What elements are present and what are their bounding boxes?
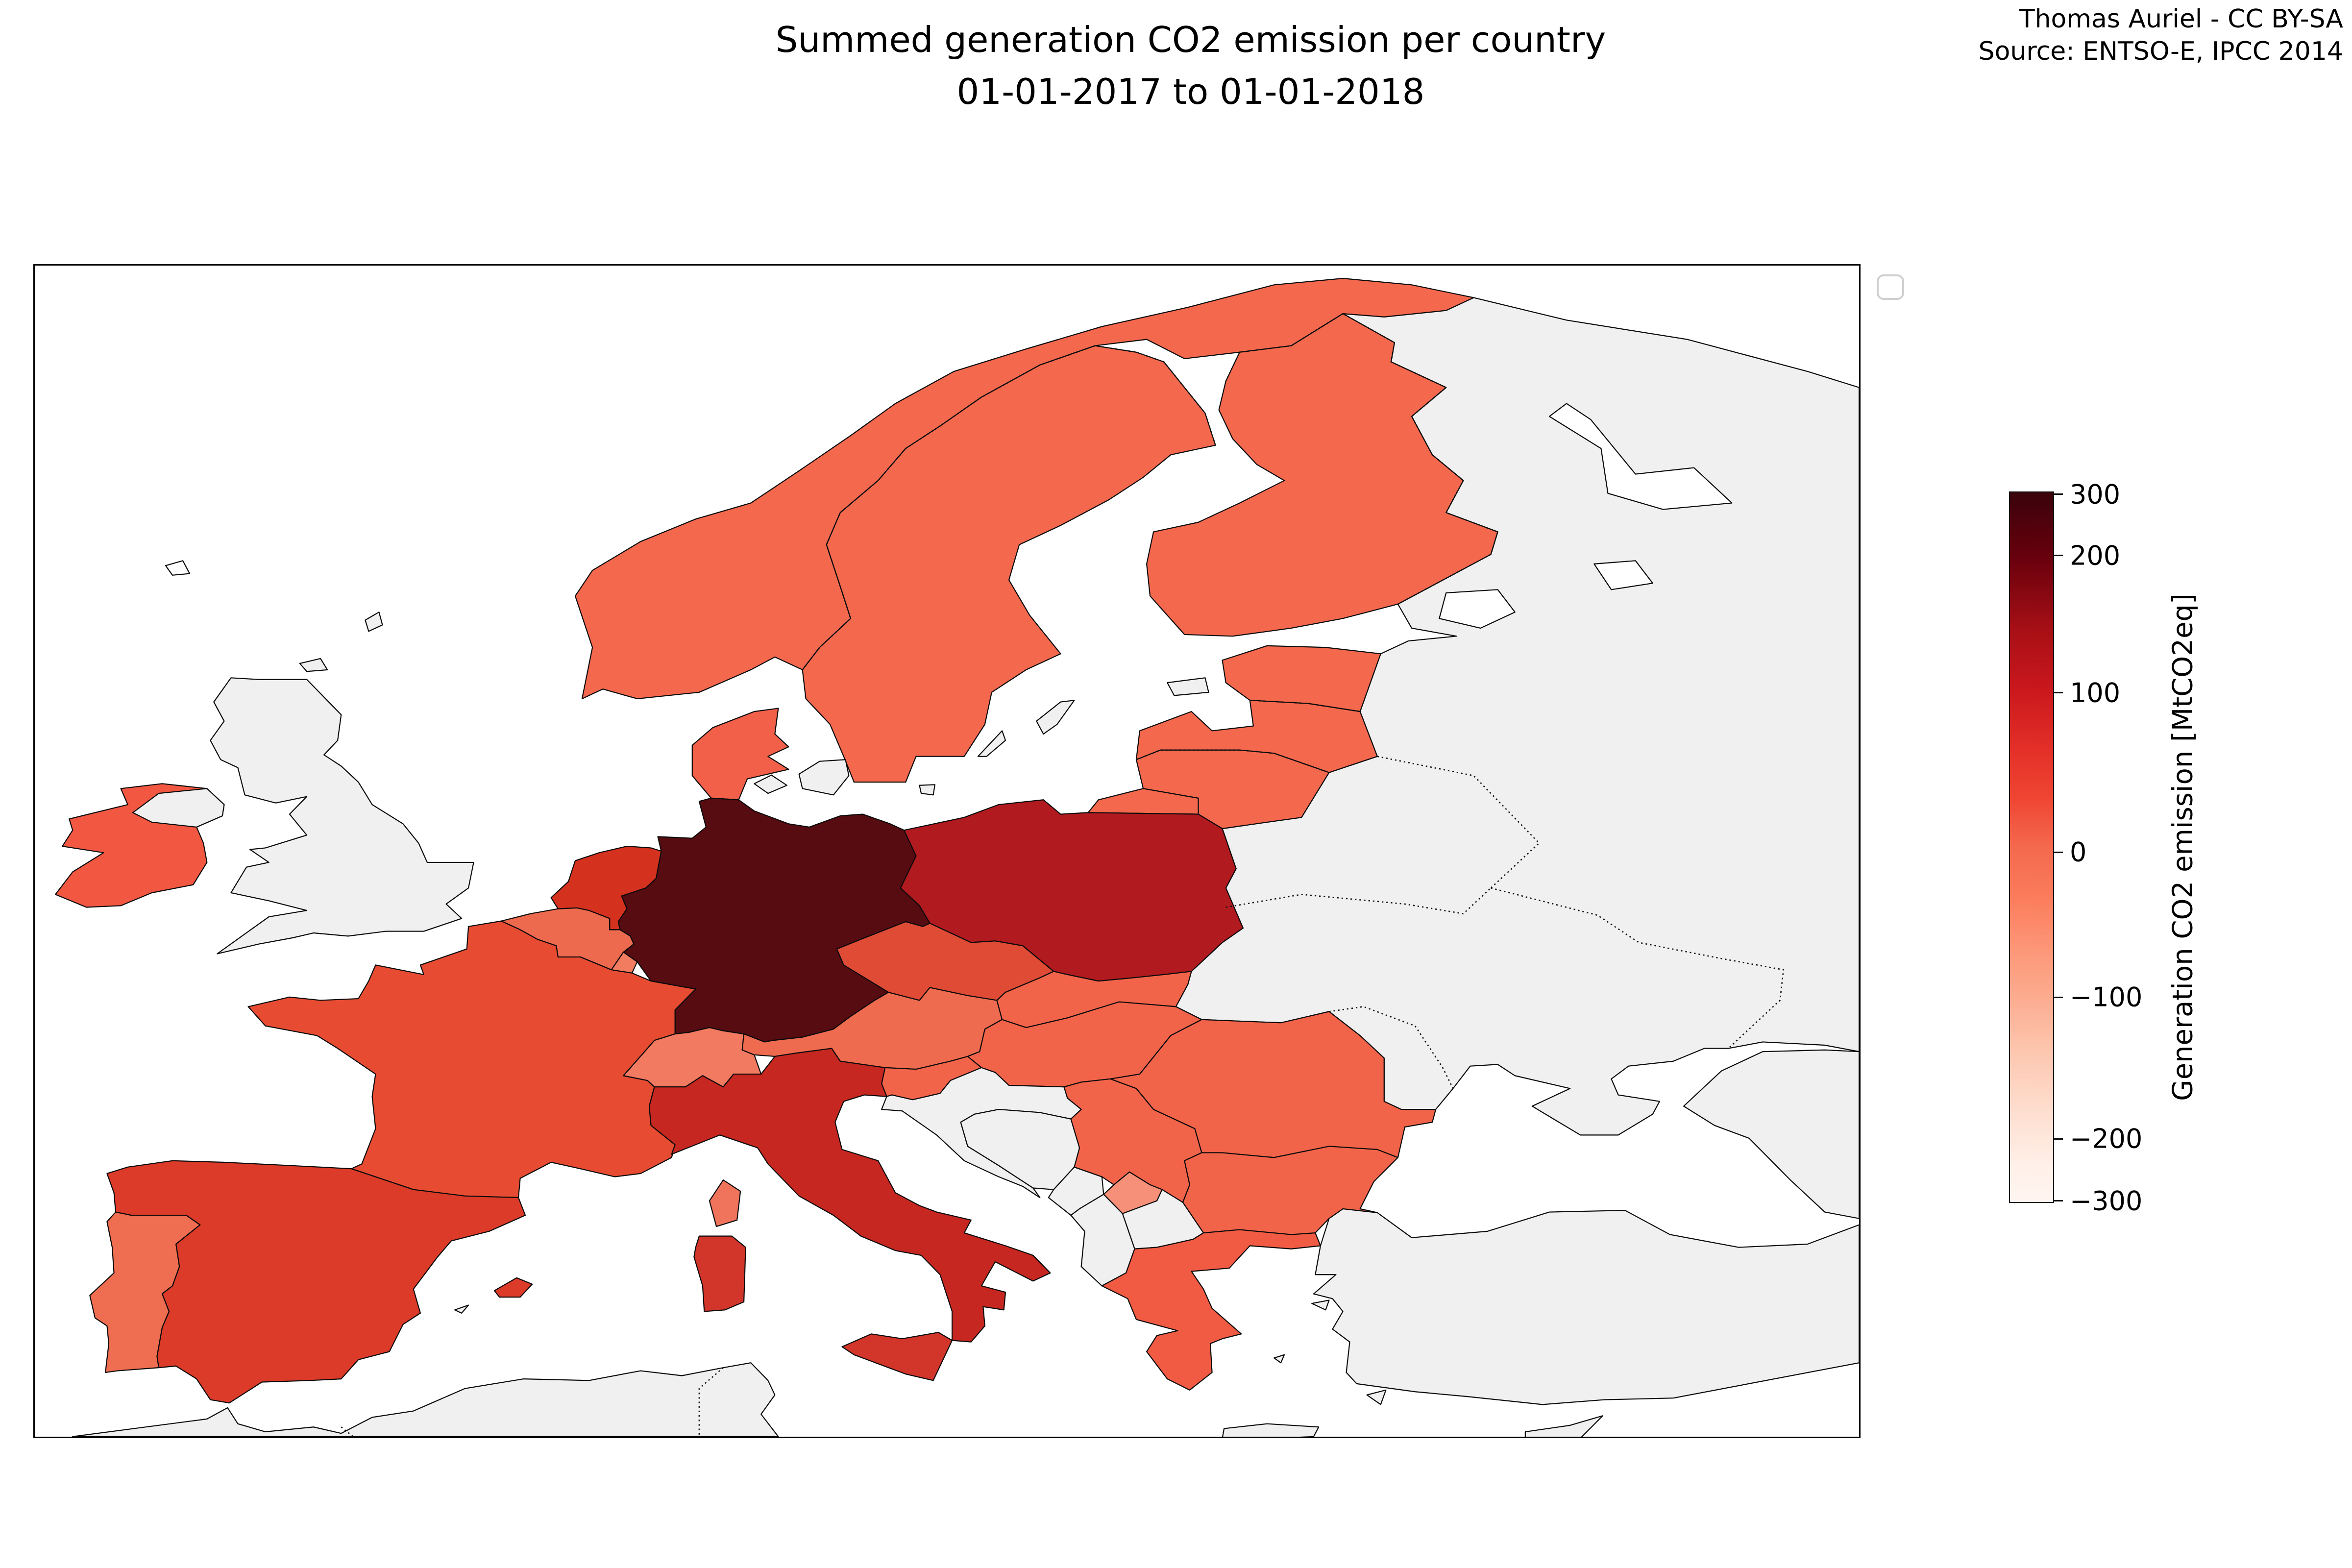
credits: Thomas Auriel - CC BY-SA Source: ENTSO-E… [1979, 3, 2343, 68]
colorbar-ticklabel: −200 [2070, 1123, 2143, 1154]
colorbar-ticklabel: 100 [2070, 677, 2121, 709]
country-DK[interactable] [691, 708, 789, 801]
country-GR_RHO[interactable] [1366, 1389, 1387, 1405]
country-border-dotted [1225, 887, 1492, 915]
colorbar-tickmark [2054, 1138, 2063, 1140]
credits-line1: Thomas Auriel - CC BY-SA [2019, 4, 2343, 34]
country-DK_Z[interactable] [798, 759, 850, 796]
country-EE_S[interactable] [1167, 677, 1209, 696]
colorbar-tickmark [2054, 692, 2063, 694]
country-ORK[interactable] [299, 658, 328, 672]
colorbar-tickmark [2054, 1200, 2063, 1202]
colorbar-ticklabel: 200 [2070, 540, 2121, 571]
country-EE[interactable] [1222, 645, 1381, 712]
country-GR_LES[interactable] [1311, 1299, 1330, 1311]
colorbar-ticklabel: 300 [2070, 479, 2121, 510]
colorbar-tickmark [2054, 493, 2063, 495]
colorbar-ticklabel: 0 [2070, 836, 2087, 868]
colorbar-ticklabel: −100 [2070, 981, 2143, 1013]
country-border-dotted [698, 1367, 724, 1437]
country-border-dotted [1095, 345, 1216, 446]
colorbar-ticklabel: −300 [2070, 1185, 2143, 1217]
colorbar-gradient [2009, 491, 2054, 1203]
country-OLA[interactable] [977, 730, 1006, 757]
country-GR_CRE[interactable] [1222, 1423, 1320, 1437]
country-TR[interactable] [1313, 1208, 1859, 1405]
country-IT_SIC[interactable] [841, 1332, 953, 1381]
country-CAU[interactable] [1683, 1049, 1859, 1219]
credits-line2: Source: ENTSO-E, IPCC 2014 [1978, 37, 2343, 66]
title-line1: Summed generation CO2 emission per count… [775, 19, 1606, 60]
country-ES_BAL[interactable] [493, 1277, 533, 1298]
country-GB[interactable] [210, 677, 474, 955]
country-border-dotted [1491, 887, 1785, 1049]
country-IT_SAR[interactable] [693, 1235, 746, 1312]
country-SHE[interactable] [365, 612, 383, 632]
country-PT[interactable] [89, 1211, 201, 1373]
colorbar-axis-label: Generation CO2 emission [MtCO2eq] [2167, 593, 2199, 1101]
country-ES[interactable] [106, 1160, 526, 1404]
country-DK_B[interactable] [919, 784, 936, 796]
country-LAD[interactable] [1439, 589, 1516, 629]
country-FR_COR[interactable] [709, 1179, 741, 1227]
country-RO[interactable] [1110, 1011, 1437, 1158]
country-GR[interactable] [1101, 1229, 1321, 1391]
country-AF[interactable] [72, 1362, 779, 1437]
country-ES_IBZ[interactable] [454, 1304, 469, 1314]
country-border-dotted [802, 345, 1096, 670]
country-GOT[interactable] [1036, 700, 1075, 735]
country-border-dotted [1329, 1006, 1454, 1089]
country-CY[interactable] [1524, 1415, 1603, 1437]
colorbar-tickmark [2054, 996, 2063, 998]
country-FO[interactable] [165, 560, 191, 576]
country-border-dotted [1250, 699, 1360, 712]
colorbar-tickmark [2054, 851, 2063, 853]
country-FR[interactable] [247, 920, 696, 1199]
country-GB_NI[interactable] [132, 788, 225, 828]
country-border-dotted [1225, 313, 1344, 382]
country-IT[interactable] [648, 1048, 1051, 1343]
colorbar-tickmark [2054, 555, 2063, 557]
country-BA[interactable] [960, 1108, 1080, 1190]
country-DK_F[interactable] [754, 774, 787, 794]
title-line2: 01-01-2017 to 01-01-2018 [956, 71, 1425, 112]
country-WSEA[interactable] [1548, 403, 1733, 510]
page-title: Summed generation CO2 emission per count… [0, 14, 2352, 118]
europe-choropleth-map[interactable] [35, 266, 1859, 1437]
country-GR_CYC[interactable] [1273, 1354, 1285, 1364]
country-ONE[interactable] [1593, 560, 1653, 590]
map-widget-button[interactable] [1877, 274, 1904, 300]
map-frame [33, 264, 1861, 1438]
country-border-dotted [1377, 756, 1540, 889]
